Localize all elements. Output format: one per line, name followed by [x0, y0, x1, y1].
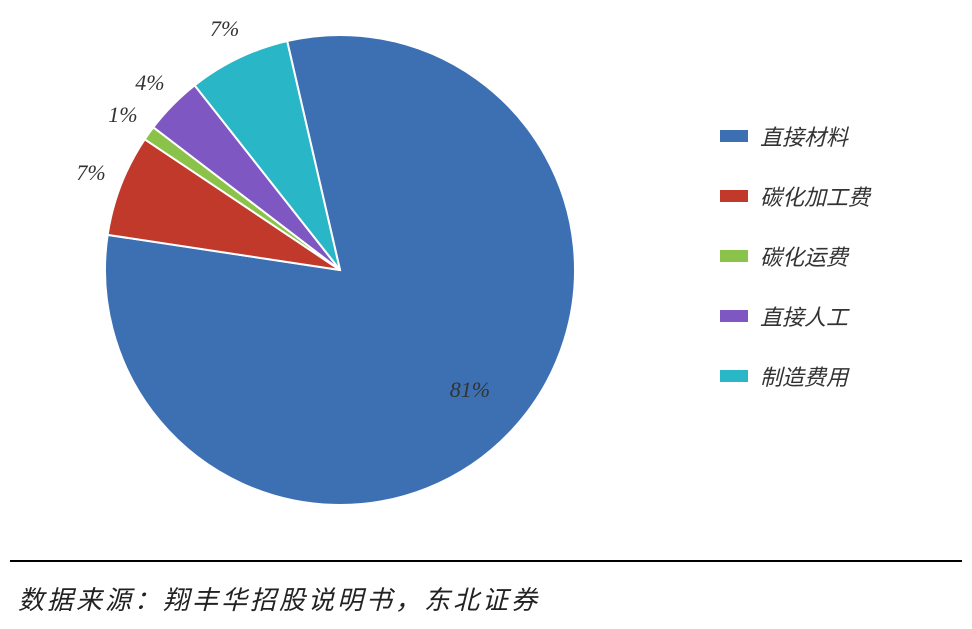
legend-swatch — [720, 130, 748, 142]
legend-label: 直接人工 — [760, 300, 848, 332]
pie-svg — [40, 0, 640, 570]
legend-item: 碳化运费 — [720, 240, 870, 272]
legend-label: 碳化运费 — [760, 240, 848, 272]
legend-swatch — [720, 250, 748, 262]
legend-label: 直接材料 — [760, 120, 848, 152]
legend-item: 直接材料 — [720, 120, 870, 152]
legend-item: 碳化加工费 — [720, 180, 870, 212]
pie-slice-label: 7% — [76, 160, 105, 186]
source-text: 数据来源：翔丰华招股说明书，东北证券 — [18, 580, 540, 617]
pie-slice-label: 1% — [108, 102, 137, 128]
source-divider — [10, 560, 962, 562]
legend-swatch — [720, 310, 748, 322]
legend: 直接材料碳化加工费碳化运费直接人工制造费用 — [720, 120, 870, 420]
legend-item: 直接人工 — [720, 300, 870, 332]
legend-swatch — [720, 370, 748, 382]
legend-label: 制造费用 — [760, 360, 848, 392]
legend-item: 制造费用 — [720, 360, 870, 392]
pie-chart-area: 81% 7% 1% 4% 7% 直接材料碳化加工费碳化运费直接人工制造费用 — [0, 0, 972, 560]
pie-slice-label: 4% — [135, 70, 164, 96]
legend-label: 碳化加工费 — [760, 180, 870, 212]
pie-slice-label: 7% — [210, 16, 239, 42]
pie-slice-label: 81% — [450, 377, 490, 403]
legend-swatch — [720, 190, 748, 202]
